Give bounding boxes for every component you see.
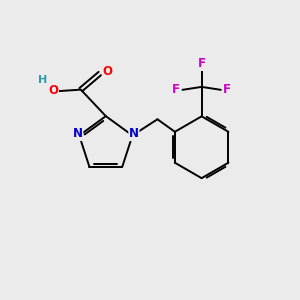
Text: N: N — [129, 128, 139, 140]
Text: O: O — [102, 65, 112, 79]
Text: F: F — [223, 83, 231, 96]
Text: F: F — [172, 83, 180, 96]
Text: F: F — [198, 57, 206, 70]
Text: N: N — [73, 128, 83, 140]
Text: H: H — [38, 75, 47, 85]
Text: O: O — [48, 84, 59, 97]
